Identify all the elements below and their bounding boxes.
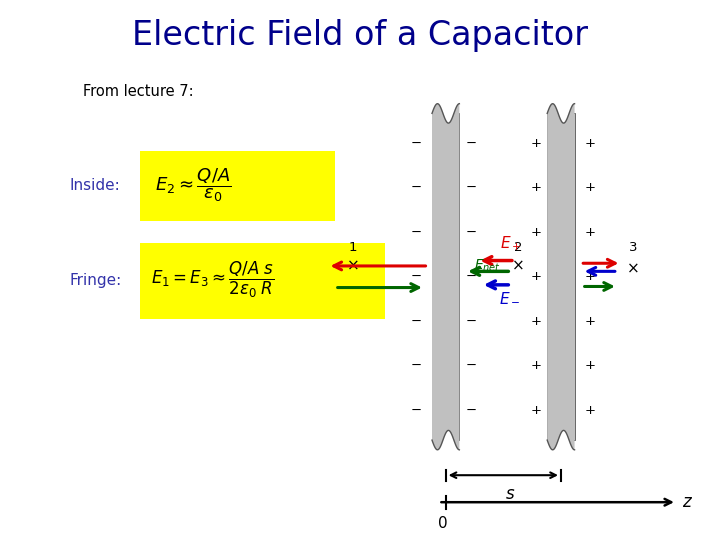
Text: +: + xyxy=(530,226,541,239)
Text: −: − xyxy=(465,404,477,417)
Text: −: − xyxy=(410,270,422,284)
Text: $E_-$: $E_-$ xyxy=(499,290,521,305)
Text: +: + xyxy=(585,226,596,239)
Text: +: + xyxy=(585,137,596,150)
Text: ×: × xyxy=(512,259,525,273)
Text: +: + xyxy=(530,404,541,417)
Text: −: − xyxy=(410,137,422,150)
Text: $E_{net}$: $E_{net}$ xyxy=(474,258,501,274)
Bar xyxy=(140,151,335,221)
Bar xyxy=(140,243,385,319)
Text: −: − xyxy=(410,315,422,328)
Text: −: − xyxy=(465,137,477,150)
Text: From lecture 7:: From lecture 7: xyxy=(83,84,194,99)
Text: Electric Field of a Capacitor: Electric Field of a Capacitor xyxy=(132,19,588,52)
Text: 0: 0 xyxy=(438,516,448,531)
Text: +: + xyxy=(530,137,541,150)
Text: $E_2 \approx \dfrac{Q/A}{\varepsilon_0}$: $E_2 \approx \dfrac{Q/A}{\varepsilon_0}$ xyxy=(155,166,231,204)
Text: +: + xyxy=(530,359,541,373)
Text: +: + xyxy=(530,270,541,284)
Text: −: − xyxy=(465,359,477,373)
Text: $E_1 = E_3 \approx \dfrac{Q/A\;s}{2\varepsilon_0\;R}$: $E_1 = E_3 \approx \dfrac{Q/A\;s}{2\vare… xyxy=(151,260,274,300)
Text: +: + xyxy=(585,359,596,373)
Text: Fringe:: Fringe: xyxy=(69,273,122,288)
Text: −: − xyxy=(465,181,477,194)
Text: −: − xyxy=(465,226,477,239)
Text: ×: × xyxy=(627,261,640,276)
Text: 1: 1 xyxy=(348,240,357,254)
Text: −: − xyxy=(410,359,422,373)
Text: +: + xyxy=(585,270,596,284)
Text: −: − xyxy=(410,181,422,194)
Text: ×: × xyxy=(346,259,359,273)
Bar xyxy=(547,113,575,440)
Text: +: + xyxy=(530,181,541,194)
Bar xyxy=(432,113,459,440)
Text: −: − xyxy=(465,315,477,328)
Text: +: + xyxy=(585,315,596,328)
Text: −: − xyxy=(410,226,422,239)
Text: +: + xyxy=(585,181,596,194)
Text: $s$: $s$ xyxy=(505,485,516,503)
Text: +: + xyxy=(530,315,541,328)
Text: $z$: $z$ xyxy=(682,493,693,511)
Text: 2: 2 xyxy=(514,240,523,254)
Text: −: − xyxy=(465,270,477,284)
Text: $E_+$: $E_+$ xyxy=(500,234,522,253)
Text: +: + xyxy=(585,404,596,417)
Text: −: − xyxy=(410,404,422,417)
Text: Inside:: Inside: xyxy=(69,178,120,193)
Text: 3: 3 xyxy=(629,240,638,254)
